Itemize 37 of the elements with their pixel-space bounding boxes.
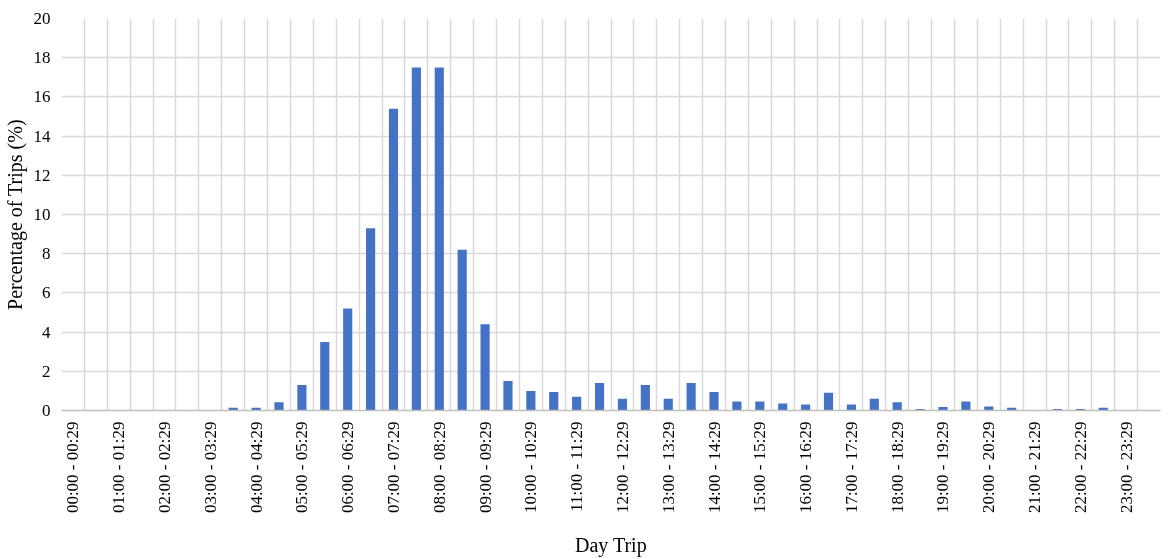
y-tick-label: 16: [33, 87, 51, 107]
x-axis-title: Day Trip: [574, 534, 647, 558]
y-tick-label: 8: [42, 244, 51, 264]
x-tick-label: 15:00 - 15:29: [750, 421, 770, 514]
x-tick-label: 07:00 - 07:29: [383, 421, 403, 514]
y-tick-label: 20: [33, 9, 51, 28]
y-tick-label: 12: [33, 165, 51, 185]
x-tick-label: 19:00 - 19:29: [933, 421, 953, 514]
x-tick-label: 23:00 - 23:29: [1116, 421, 1136, 514]
x-tick-label: 18:00 - 18:29: [887, 421, 907, 514]
y-tick-label: 0: [42, 401, 51, 420]
y-tick-label: 4: [42, 322, 51, 342]
x-tick-label: 13:00 - 13:29: [658, 421, 678, 514]
x-tick-label: 00:00 - 00:29: [63, 421, 83, 514]
x-tick-label: 09:00 - 09:29: [475, 421, 495, 514]
x-tick-label: 17:00 - 17:29: [841, 421, 861, 514]
x-tick-label: 08:00 - 08:29: [429, 421, 449, 514]
x-tick-label: 05:00 - 05:29: [292, 421, 312, 514]
x-tick-label: 03:00 - 03:29: [200, 421, 220, 514]
y-tick-label: 6: [42, 283, 51, 303]
y-tick-label: 2: [42, 361, 51, 381]
x-tick-label: 14:00 - 14:29: [704, 421, 724, 514]
y-tick-label: 10: [33, 205, 51, 224]
x-tick-label: 04:00 - 04:29: [246, 421, 266, 514]
x-tick-label: 21:00 - 21:29: [1025, 421, 1045, 514]
x-tick-label: 01:00 - 01:29: [109, 421, 129, 514]
x-tick-label: 12:00 - 12:29: [612, 421, 632, 514]
x-tick-label: 16:00 - 16:29: [796, 421, 816, 514]
x-tick-label: 02:00 - 02:29: [155, 421, 175, 514]
x-tick-label: 10:00 - 10:29: [521, 421, 541, 514]
y-axis-title: Percentage of Trips (%): [3, 119, 27, 310]
x-tick-label: 06:00 - 06:29: [338, 421, 358, 514]
y-tick-label: 18: [33, 48, 51, 68]
x-tick-label: 22:00 - 22:29: [1070, 421, 1090, 514]
x-tick-label: 11:00 - 11:29: [567, 421, 587, 512]
x-tick-label: 20:00 - 20:29: [979, 421, 999, 514]
y-tick-label: 14: [33, 126, 51, 146]
